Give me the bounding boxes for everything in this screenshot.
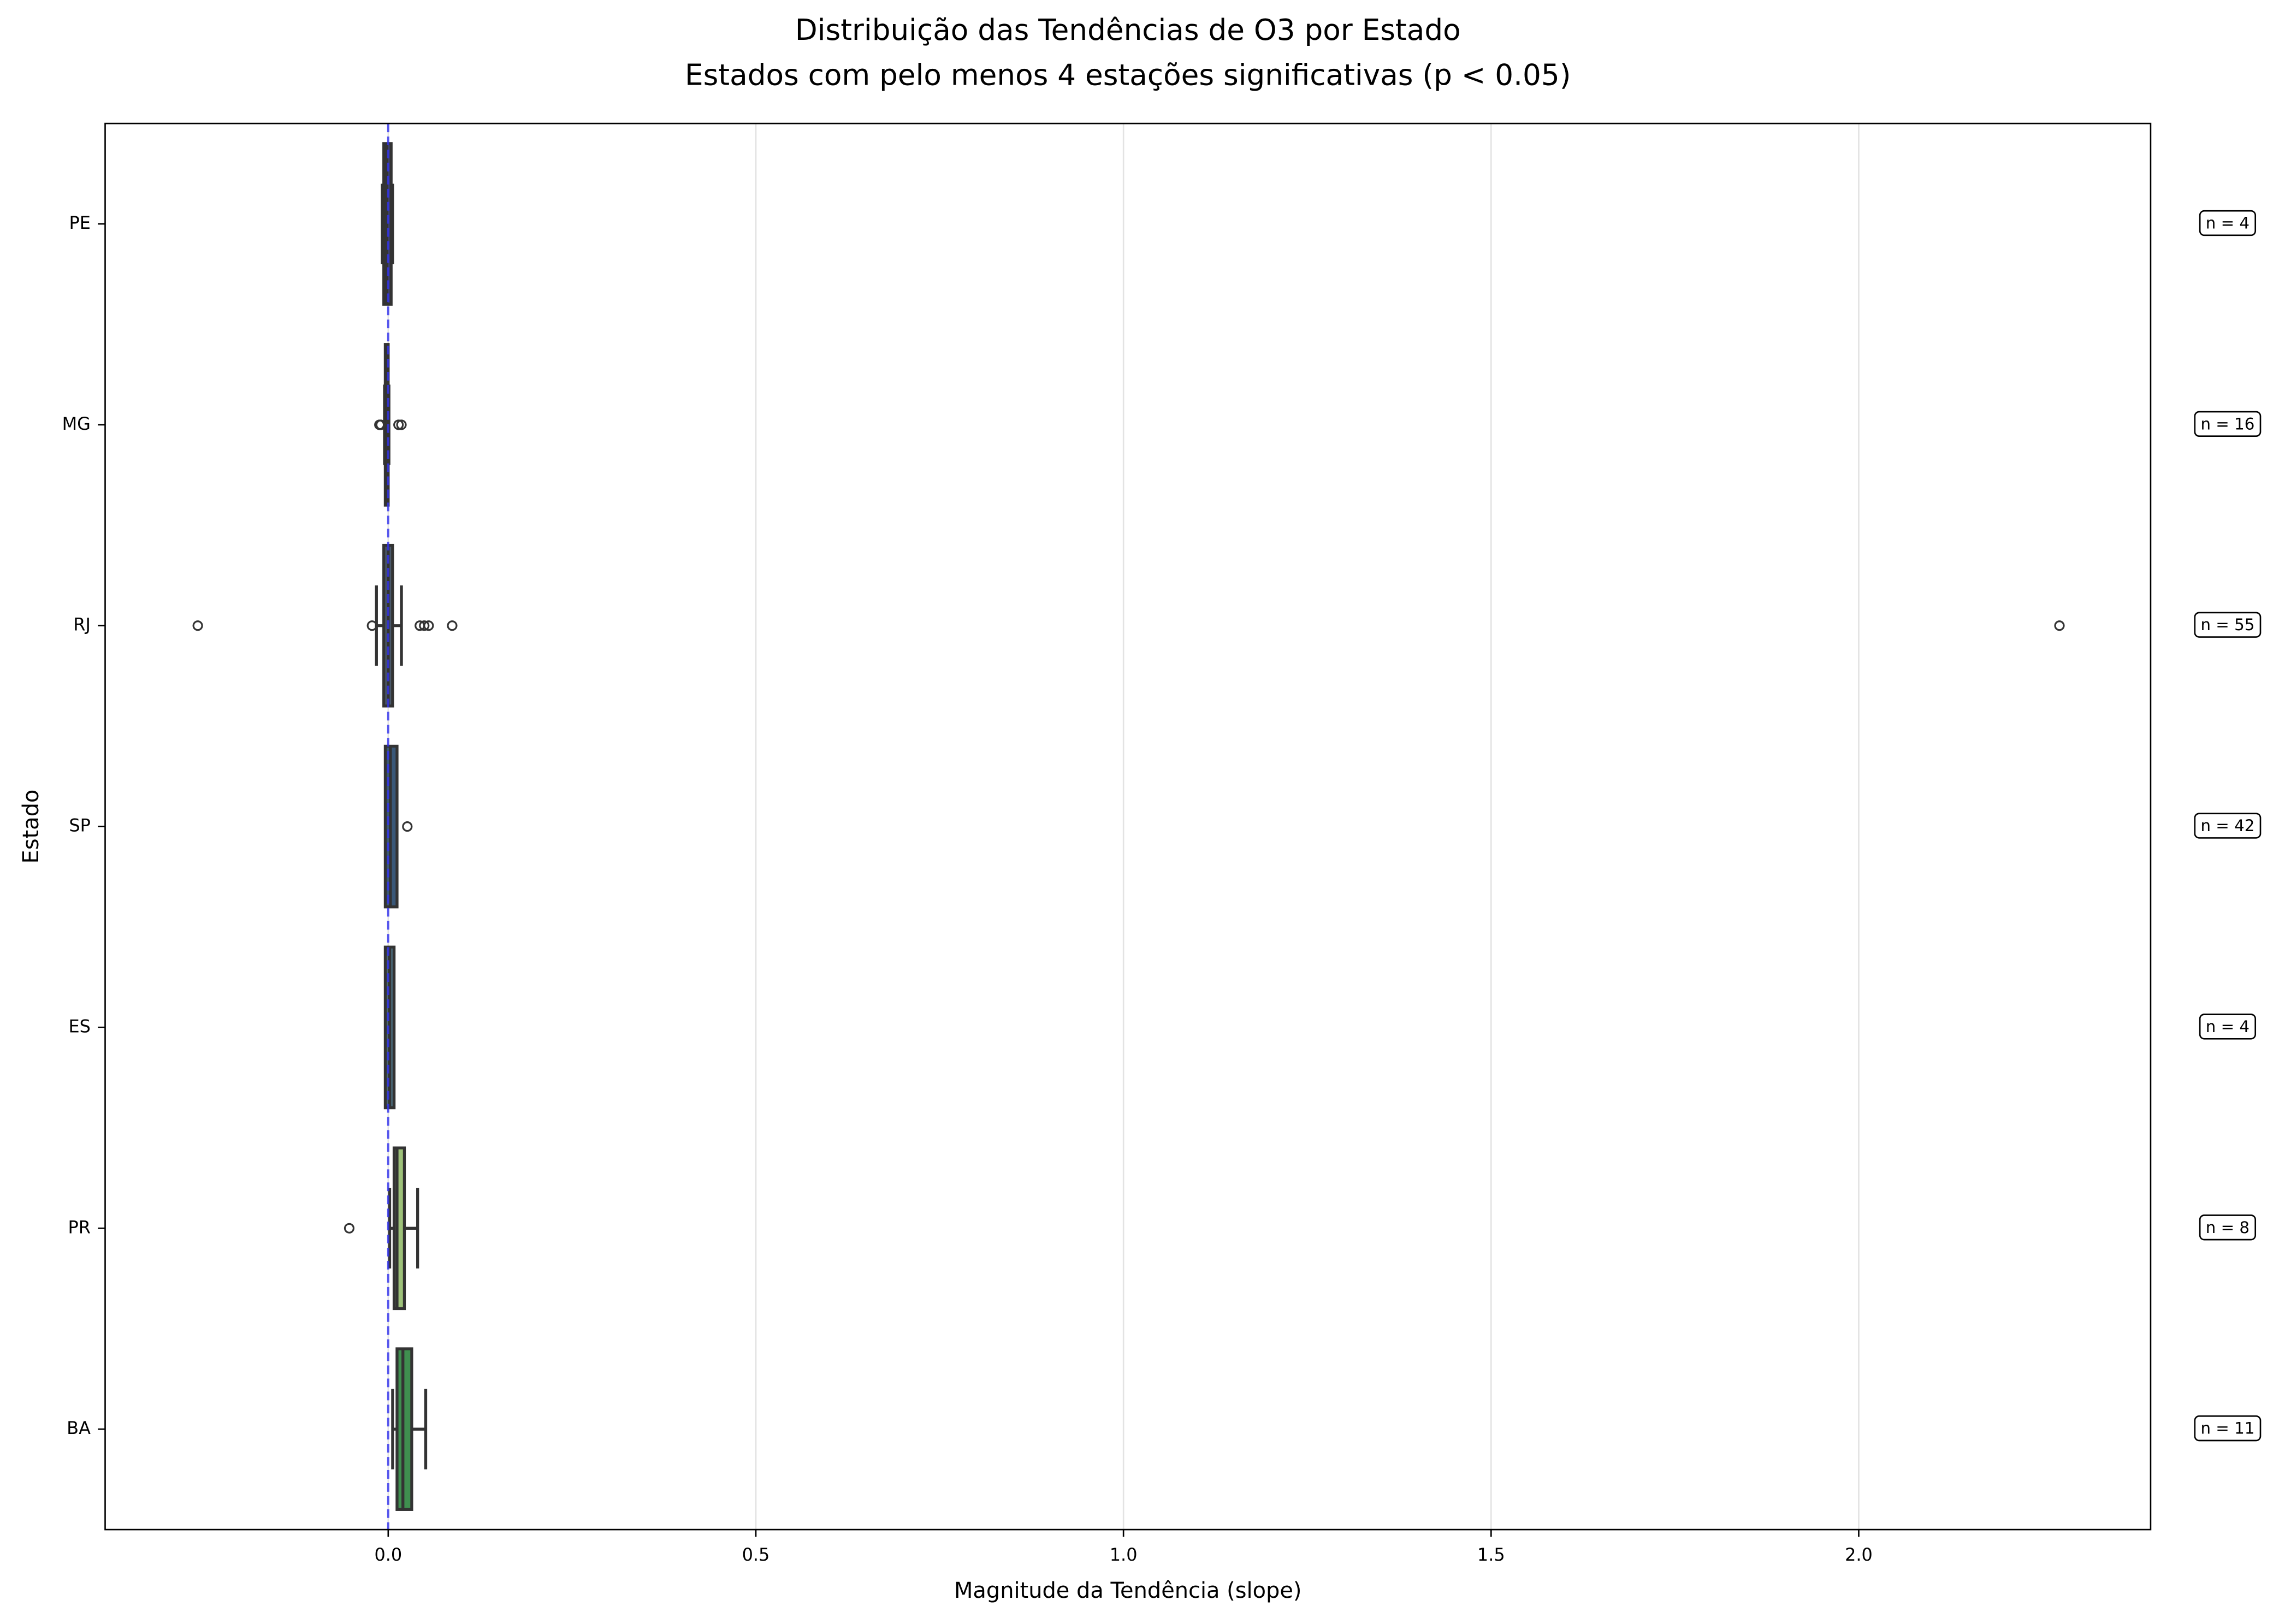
outlier xyxy=(375,419,386,430)
x-tick-label: 1.5 xyxy=(1477,1544,1505,1565)
chart-subtitle: Estados com pelo menos 4 estações signif… xyxy=(685,58,1571,92)
y-tick-label: PE xyxy=(69,212,90,233)
count-box xyxy=(2199,1013,2257,1040)
y-tick-label: MG xyxy=(62,413,91,434)
y-tick-label: BA xyxy=(67,1418,91,1438)
count-box xyxy=(2194,1415,2262,1442)
y-axis-label: Estado xyxy=(19,790,44,864)
outlier xyxy=(419,620,430,631)
outlier xyxy=(192,620,203,631)
outlier xyxy=(393,419,404,430)
count-label: n = 16 xyxy=(2200,414,2254,433)
x-axis-label: Magnitude da Tendência (slope) xyxy=(954,1578,1301,1603)
count-label: n = 11 xyxy=(2200,1419,2254,1438)
box xyxy=(395,1347,413,1511)
outlier xyxy=(2054,620,2065,631)
x-tick-label: 0.0 xyxy=(374,1544,402,1565)
outlier xyxy=(447,620,458,631)
y-tick-label: PR xyxy=(68,1217,90,1237)
y-tick-label: RJ xyxy=(73,614,91,635)
count-box xyxy=(2194,411,2262,437)
outlier xyxy=(344,1223,355,1234)
outlier xyxy=(366,620,377,631)
outlier xyxy=(402,821,413,832)
count-box xyxy=(2194,813,2262,839)
y-tick-label: SP xyxy=(69,815,91,836)
count-box xyxy=(2194,612,2262,638)
count-label: n = 4 xyxy=(2206,214,2250,233)
x-tick-label: 0.5 xyxy=(742,1544,770,1565)
count-box xyxy=(2199,210,2257,236)
count-label: n = 8 xyxy=(2206,1218,2250,1237)
count-label: n = 55 xyxy=(2200,615,2254,634)
count-label: n = 4 xyxy=(2206,1017,2250,1036)
outlier xyxy=(423,620,434,631)
chart-title: Distribuição das Tendências de O3 por Es… xyxy=(795,13,1461,47)
count-label: n = 42 xyxy=(2200,816,2254,835)
x-tick-label: 1.0 xyxy=(1110,1544,1138,1565)
y-tick-label: ES xyxy=(68,1016,90,1036)
x-tick-label: 2.0 xyxy=(1845,1544,1873,1565)
plot-frame xyxy=(104,122,2152,1531)
outlier xyxy=(396,419,407,430)
count-box xyxy=(2199,1214,2257,1241)
